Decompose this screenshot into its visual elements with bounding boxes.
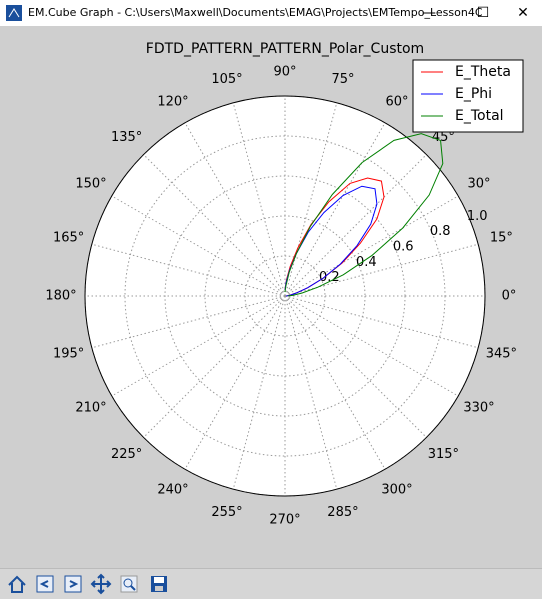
radial-grid-line: [164, 175, 406, 417]
angular-grid-line: [284, 295, 427, 438]
angular-grid-line: [111, 195, 286, 297]
angle-tick-label: 60°: [385, 95, 408, 110]
angle-tick-label: 195°: [53, 346, 84, 361]
angle-tick-label: 345°: [486, 346, 517, 361]
angular-grid-line: [284, 195, 459, 297]
angular-grid-line: [232, 295, 286, 490]
angle-tick-label: 330°: [463, 401, 494, 416]
title-bar: EM.Cube Graph - C:\Users\Maxwell\Documen…: [0, 0, 542, 26]
radial-grid-line: [244, 255, 326, 337]
home-button[interactable]: [6, 573, 28, 595]
angle-tick-label: 300°: [381, 482, 412, 497]
minimize-button[interactable]: —: [422, 5, 436, 21]
angular-grid-line: [284, 295, 459, 397]
app-icon: [6, 5, 22, 21]
angle-tick-label: 0°: [502, 289, 517, 304]
angular-grid-line: [143, 295, 286, 438]
radial-tick-label: 0.2: [319, 270, 340, 285]
angle-tick-label: 240°: [157, 482, 188, 497]
series-line: [284, 133, 444, 297]
angular-grid-line: [284, 102, 338, 297]
angular-grid-line: [284, 295, 479, 349]
forward-button[interactable]: [62, 573, 84, 595]
angular-grid-line: [284, 295, 338, 490]
angle-tick-label: 180°: [45, 289, 76, 304]
back-button[interactable]: [34, 573, 56, 595]
angle-tick-label: 120°: [157, 95, 188, 110]
angle-tick-label: 315°: [428, 447, 459, 462]
angular-grid-line: [111, 295, 286, 397]
radial-grid-line: [124, 135, 446, 457]
angle-tick-label: 255°: [211, 505, 242, 520]
angle-tick-label: 225°: [111, 447, 142, 462]
close-button[interactable]: ✕: [517, 5, 529, 21]
angle-tick-label: 30°: [467, 177, 490, 192]
angular-grid-line: [284, 295, 386, 470]
angular-grid-line: [232, 102, 286, 297]
maximize-button[interactable]: ☐: [476, 5, 490, 21]
save-button[interactable]: [148, 573, 170, 595]
angle-tick-label: 150°: [75, 177, 106, 192]
radial-tick-label: 0.8: [430, 224, 451, 239]
angle-tick-label: 135°: [111, 130, 142, 145]
angle-tick-label: 210°: [75, 401, 106, 416]
angle-tick-label: 45°: [432, 130, 455, 145]
angle-tick-label: 105°: [211, 72, 242, 87]
radial-tick-label: 1.0: [467, 209, 488, 224]
legend-label: E_Total: [455, 108, 504, 124]
angular-grid-line: [284, 122, 386, 297]
pan-button[interactable]: [90, 573, 112, 595]
angular-grid-line: [184, 122, 286, 297]
window-title: EM.Cube Graph - C:\Users\Maxwell\Documen…: [28, 6, 483, 19]
chart-title: FDTD_PATTERN_PATTERN_Polar_Custom: [146, 41, 424, 57]
angle-tick-label: 15°: [490, 231, 513, 246]
zoom-button[interactable]: [118, 573, 140, 595]
legend-label: E_Theta: [455, 64, 511, 80]
angle-tick-label: 75°: [331, 72, 354, 87]
angular-grid-line: [184, 295, 286, 470]
angle-tick-label: 270°: [269, 513, 300, 528]
angle-tick-label: 90°: [273, 65, 296, 80]
angular-grid-line: [143, 154, 286, 297]
radial-tick-label: 0.4: [356, 255, 377, 270]
angle-tick-label: 285°: [327, 505, 358, 520]
radial-tick-label: 0.6: [393, 240, 414, 255]
angular-grid-line: [284, 154, 427, 297]
toolbar: [0, 568, 542, 599]
angle-tick-label: 165°: [53, 231, 84, 246]
angular-grid-line: [91, 243, 286, 297]
radial-grid-line: [204, 215, 366, 377]
legend-label: E_Phi: [455, 86, 492, 102]
outer-frame: [84, 95, 486, 497]
angular-grid-line: [91, 295, 286, 349]
chart: FDTD_PATTERN_PATTERN_Polar_Custom 0° 15° 3…: [45, 41, 524, 528]
